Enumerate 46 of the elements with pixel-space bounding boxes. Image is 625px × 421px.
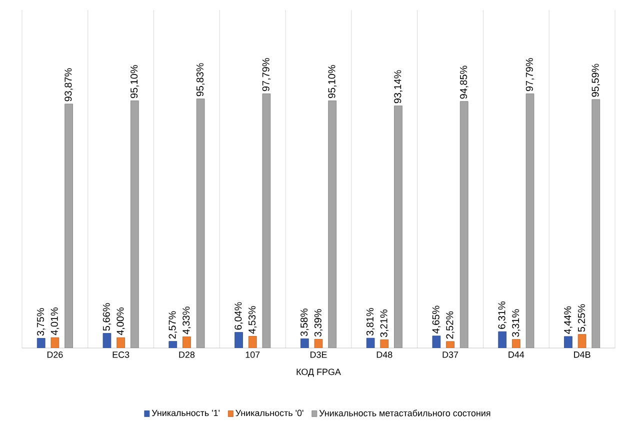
x-tick-label: D3E	[310, 352, 327, 358]
data-label: 93,87%	[64, 68, 73, 102]
bar	[328, 100, 336, 348]
data-label: 95,83%	[196, 63, 205, 96]
x-tick-label: D48	[376, 352, 392, 358]
data-label: 3,31%	[512, 309, 520, 337]
data-label: 3,75%	[36, 308, 46, 336]
x-tick-label: D37	[442, 352, 458, 358]
x-axis-title: КОД FPGA	[296, 368, 341, 377]
data-label: 97,79%	[526, 58, 534, 92]
data-label: 6,31%	[498, 301, 506, 329]
x-tick-label: D28	[179, 352, 195, 358]
bar	[130, 100, 139, 348]
x-tick-label: D4B	[574, 352, 590, 358]
data-label: 5,66%	[102, 303, 112, 331]
data-label: 3,39%	[314, 309, 323, 337]
data-label: 4,01%	[50, 307, 60, 336]
data-label: 93,14%	[394, 70, 402, 104]
bar	[234, 332, 243, 348]
bar	[394, 106, 402, 348]
data-label: 3,81%	[366, 308, 375, 336]
data-label: 4,00%	[116, 308, 125, 336]
x-tick-label: D44	[508, 352, 524, 358]
data-label: 97,79%	[262, 58, 271, 92]
data-label: 6,04%	[234, 302, 243, 330]
legend-label: Уникальность '0'	[236, 410, 304, 416]
data-label: 3,21%	[380, 310, 389, 338]
data-label: 2,57%	[168, 311, 178, 339]
data-label: 4,44%	[564, 306, 572, 334]
data-label: 2,52%	[446, 311, 454, 339]
bar	[64, 104, 73, 348]
data-label: 95,59%	[592, 64, 600, 97]
data-label: 94,85%	[460, 66, 468, 99]
data-label: 4,53%	[248, 306, 257, 334]
data-label: 95,10%	[328, 65, 336, 98]
data-label: 95,10%	[130, 65, 139, 98]
legend-label: Уникальность метастабильного состония	[319, 410, 490, 416]
bar	[498, 331, 506, 348]
data-label: 3,58%	[300, 308, 309, 336]
data-label: 4,65%	[432, 306, 441, 334]
data-label: 4,33%	[182, 306, 191, 334]
data-label: 5,25%	[578, 304, 586, 332]
x-tick-label: EC3	[112, 352, 130, 358]
legend-label: Уникальность '1'	[152, 410, 220, 416]
x-tick-label: 107	[246, 352, 260, 358]
x-tick-label: D26	[47, 352, 63, 358]
